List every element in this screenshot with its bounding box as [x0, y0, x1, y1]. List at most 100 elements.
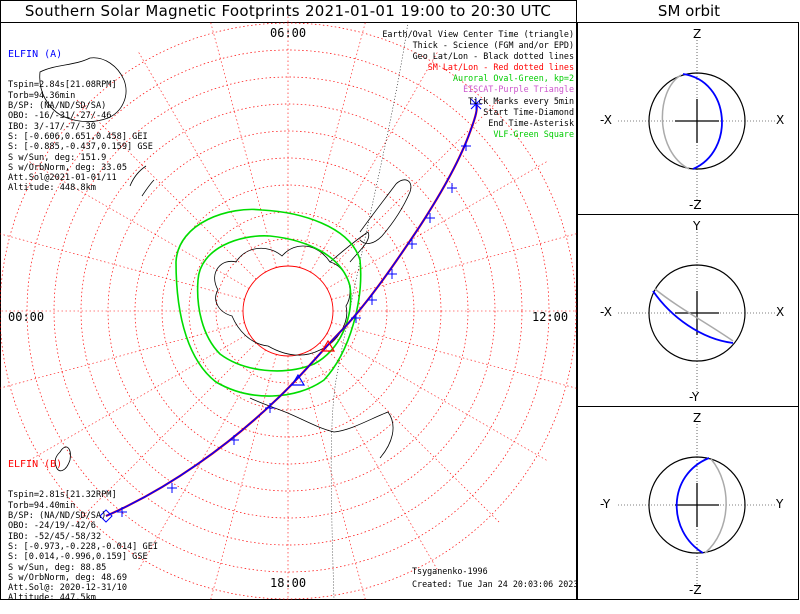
elfin-b-info-line: Torb=94.40min [8, 500, 76, 511]
trace-tick-mark [229, 435, 239, 445]
orbit-axis-label-top: Y [693, 219, 701, 233]
africa-coastline [249, 397, 394, 459]
created-timestamp: Created: Tue Jan 24 20:03:06 2023 [412, 579, 579, 589]
geo-meridian-line [330, 21, 409, 600]
earth-circle [648, 72, 746, 170]
sm-meridian [299, 354, 366, 600]
orbit-axis-label-bottom: -Z [689, 583, 702, 597]
time-label-bottom: 18:00 [270, 576, 307, 590]
sm-meridian [310, 51, 439, 273]
sm-latitude-circle [0, 22, 577, 600]
elfin-b-info-line: Tspin=2.81s[21.32RPM] [8, 490, 117, 501]
sm-orbit-panel: Z -Z -Y Y [577, 406, 799, 600]
legend-item: Start Time-Diamond [483, 106, 574, 117]
sm-latitude-circle [188, 211, 388, 411]
trace-tick-mark [367, 295, 377, 305]
sm-meridian [210, 354, 277, 600]
legend-item: End Time-Asterisk [488, 117, 574, 128]
sm-meridian [326, 333, 548, 462]
elfin-b-info-line: OBO: -24/19/-42/6 [8, 521, 96, 532]
sm-grid [0, 11, 577, 600]
legend-item: Thick - Science (FGM and/or EPD) [412, 40, 574, 51]
trace-tick-mark [461, 141, 471, 151]
orbit-axis-label-right: Y [776, 497, 784, 511]
antarctic-peninsula [329, 231, 370, 263]
sm-orbit-panel: Y -Y -X X [577, 214, 799, 407]
elfin-a-name: ELFIN (A) [8, 48, 63, 60]
sm-meridian [28, 333, 250, 462]
legend-item: EISCAT-Purple Triangle [463, 84, 574, 95]
elfin-a-info-line: S: [-0.885,-0.437,0.159] GSE [8, 142, 153, 153]
orbit-axis-label-left: -X [600, 305, 612, 319]
elfin-a-info-line: OBO: -16/-31/-27/-46 [8, 111, 112, 122]
legend-item: Geo Lat/Lon - Black dotted lines [412, 51, 574, 62]
madagascar-coastline [54, 446, 71, 472]
elfin-a-info-line: S w/OrbNorm, deg: 33.05 [8, 162, 127, 173]
polar-footprint-map [0, 0, 577, 600]
orbit-axis-label-bottom: -Y [689, 390, 700, 404]
orbit-axis-label-top: Z [693, 27, 702, 41]
trace-tick-mark [387, 269, 397, 279]
trace-tick-mark [265, 403, 275, 413]
trace-tick-mark [447, 183, 457, 193]
elfin-b-center-triangle [320, 339, 336, 352]
south-america-coastline [359, 179, 412, 244]
elfin-a-info-line: IBO: 3/-17/-7/-30 [8, 121, 96, 132]
elfin-a-info-line: S: [-0.606,0.651,0.458] GEI [8, 131, 148, 142]
orbit-axis-label-left: -X [600, 113, 612, 127]
sm-meridian [319, 342, 501, 524]
elfin-b-info-line: S: [-0.973,-0.228,-0.014] GEI [8, 541, 159, 552]
sm-latitude-circle [80, 103, 496, 519]
end-time-asterisk [470, 98, 482, 110]
sm-meridian [0, 322, 245, 389]
orbit-far-side [704, 458, 727, 554]
elfin-b-info-line: Altitude: 447.5km [8, 593, 96, 604]
model-credit: Tsyganenko-1996 [412, 566, 488, 576]
sm-meridian [210, 21, 277, 268]
orbit-axis-label-top: Z [693, 411, 702, 425]
orbit-axis-label-bottom: -Z [689, 198, 702, 212]
sm-latitude-circle [107, 130, 469, 492]
orbit-far-side [654, 288, 734, 342]
elfin-a-trace [105, 103, 478, 517]
time-label-left: 00:00 [8, 310, 45, 324]
orbit-near-side [675, 457, 710, 554]
time-label-top: 06:00 [270, 26, 307, 40]
orbit-axis-label-left: -Y [600, 497, 611, 511]
legend-item: Earth/Oval View Center Time (triangle) [382, 29, 574, 39]
legend-item: Auroral Oval-Green, kp=2 [452, 73, 574, 84]
elfin-a-info-line: Torb=94.36min [8, 90, 76, 101]
sm-meridian [137, 349, 266, 571]
start-time-diamond [99, 509, 113, 523]
elfin-a-info-line: Altitude: 448.8km [8, 183, 96, 194]
elfin-a-info-line: S w/Sun, deg: 151.9 [8, 152, 107, 163]
sm-meridian [331, 233, 577, 300]
coastlines [39, 57, 412, 472]
new-zealand-coastline [129, 165, 155, 197]
trace-tick-mark [351, 313, 361, 323]
sm-meridian [137, 51, 266, 273]
orbit-near-side [652, 290, 734, 344]
time-label-right: 12:00 [532, 310, 569, 324]
earth-circle [648, 456, 746, 554]
elfin-b-info-line: B/SP: (NA/ND/SD/SA) [8, 511, 107, 522]
trace-tick-mark [167, 483, 177, 493]
trace-tick-mark [407, 239, 417, 249]
elfin-b-info-line: S w/OrbNorm, deg: 48.69 [8, 572, 127, 583]
trace-tick-mark [425, 213, 435, 223]
sm-meridian [331, 322, 577, 389]
spacecraft-traces [99, 98, 482, 523]
page-title: Southern Solar Magnetic Footprints 2021-… [24, 2, 552, 20]
antarctica-coastline [214, 245, 351, 356]
orbit-near-side [682, 73, 723, 170]
elfin-a-info-line: Att.Sol@2021-01-01/11 [8, 173, 117, 184]
geo-grid [330, 21, 409, 600]
elfin-b-info-line: IBO: -52/45/-58/32 [8, 531, 102, 542]
earth-circle [648, 264, 746, 362]
sm-orbit-panel: Z -Z -X X [577, 22, 799, 215]
sm-meridian [0, 233, 245, 300]
elfin-b-trace [105, 103, 478, 518]
legend-item: Tick Marks every 5min [468, 95, 574, 106]
legend: Earth/Oval View Center Time (triangle) Th… [382, 29, 574, 140]
elfin-b-info: ELFIN (B) Tspin=2.81s[21.32RPM] Torb=94.4… [8, 439, 158, 614]
